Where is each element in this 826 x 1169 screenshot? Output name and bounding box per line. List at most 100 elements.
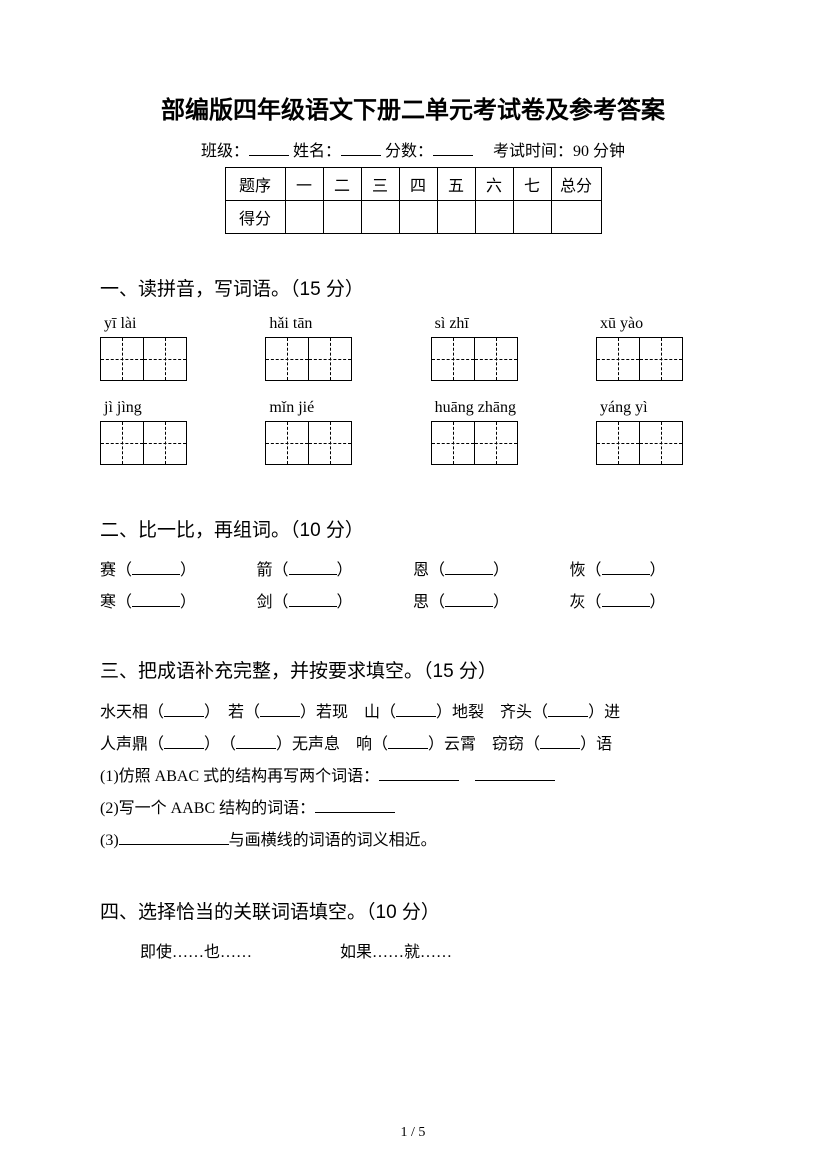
meta-line: 班级： 姓名： 分数： 考试时间：90 分钟 <box>100 137 726 161</box>
th-1: 一 <box>285 168 323 201</box>
q3-sub-text: (1)仿照 ABAC 式的结构再写两个词语： <box>100 768 379 785</box>
q3-blank[interactable] <box>379 769 459 781</box>
q2-blank[interactable] <box>445 563 493 575</box>
q3-text: 水天相（ <box>100 704 164 721</box>
char-box[interactable] <box>596 421 726 465</box>
score-cell-4[interactable] <box>399 201 437 234</box>
q2-char: 箭 <box>257 562 273 579</box>
q3-text: ）地裂 齐头（ <box>436 704 548 721</box>
q2-char: 赛 <box>100 562 116 579</box>
score-cell-5[interactable] <box>437 201 475 234</box>
q3-sub-2: (2)写一个 AABC 结构的词语： <box>100 793 726 825</box>
q2-blank[interactable] <box>445 595 493 607</box>
pinyin-row-1: yī lài hǎi tān sì zhī xū yào <box>100 315 726 381</box>
q2-item: 剑（） <box>257 588 414 612</box>
q2-item: 寒（） <box>100 588 257 612</box>
pinyin-label: xū yào <box>596 315 726 333</box>
score-cell-1[interactable] <box>285 201 323 234</box>
q3-blank[interactable] <box>396 705 436 717</box>
exam-page: 部编版四年级语文下册二单元考试卷及参考答案 班级： 姓名： 分数： 考试时间：9… <box>0 0 826 1169</box>
q3-blank[interactable] <box>119 833 229 845</box>
q2-char: 灰 <box>570 594 586 611</box>
pinyin-item: yáng yì <box>596 399 726 465</box>
th-2: 二 <box>323 168 361 201</box>
q2-char: 恩 <box>413 562 429 579</box>
score-label: 分数： <box>385 143 433 160</box>
section-4-title: 四、选择恰当的关联词语填空。（10 分） <box>100 897 726 924</box>
th-6: 六 <box>475 168 513 201</box>
q3-text: ）进 <box>588 704 620 721</box>
q3-text: ）语 <box>580 736 612 753</box>
q2-grid: 赛（） 箭（） 恩（） 恢（） 寒（） 剑（） 思（） 灰（） <box>100 556 726 612</box>
char-box[interactable] <box>431 421 561 465</box>
q3-sub-text: (3) <box>100 832 119 849</box>
q2-char: 恢 <box>570 562 586 579</box>
pinyin-label: yī lài <box>100 315 230 333</box>
q3-line-1: 水天相（） 若（）若现 山（）地裂 齐头（）进 <box>100 697 726 729</box>
q3-sub-text: 与画横线的词语的词义相近。 <box>229 832 437 849</box>
score-cell-3[interactable] <box>361 201 399 234</box>
q2-item: 恢（） <box>570 556 727 580</box>
q2-blank[interactable] <box>602 563 650 575</box>
page-number: 1 / 5 <box>0 1125 826 1141</box>
section-1-title: 一、读拼音，写词语。（15 分） <box>100 274 726 301</box>
pinyin-item: xū yào <box>596 315 726 381</box>
th-seq: 题序 <box>225 168 285 201</box>
section-3-title: 三、把成语补充完整，并按要求填空。（15 分） <box>100 656 726 683</box>
q2-blank[interactable] <box>602 595 650 607</box>
q3-text: ）无声息 响（ <box>276 736 388 753</box>
name-blank[interactable] <box>341 142 381 156</box>
th-5: 五 <box>437 168 475 201</box>
q2-item: 赛（） <box>100 556 257 580</box>
q3-blank[interactable] <box>475 769 555 781</box>
q2-item: 箭（） <box>257 556 414 580</box>
q2-blank[interactable] <box>289 563 337 575</box>
q2-item: 恩（） <box>413 556 570 580</box>
class-label: 班级： <box>201 143 249 160</box>
q2-blank[interactable] <box>289 595 337 607</box>
q3-blank[interactable] <box>260 705 300 717</box>
score-header-row: 题序 一 二 三 四 五 六 七 总分 <box>225 168 601 201</box>
pinyin-label: hǎi tān <box>265 315 395 333</box>
pinyin-label: yáng yì <box>596 399 726 417</box>
score-cell-total[interactable] <box>551 201 601 234</box>
q3-blank[interactable] <box>164 705 204 717</box>
q2-blank[interactable] <box>132 563 180 575</box>
q3-text: 人声鼎（ <box>100 736 164 753</box>
q2-char: 思 <box>413 594 429 611</box>
q4-options: 即使……也…… 如果……就…… <box>100 938 726 962</box>
time-label: 考试时间：90 分钟 <box>493 143 625 160</box>
pinyin-item: yī lài <box>100 315 230 381</box>
q4-opt-2: 如果……就…… <box>340 944 452 961</box>
q3-blank[interactable] <box>164 737 204 749</box>
score-cell-7[interactable] <box>513 201 551 234</box>
score-cell-6[interactable] <box>475 201 513 234</box>
q2-blank[interactable] <box>132 595 180 607</box>
q3-text: ）若现 山（ <box>300 704 396 721</box>
q3-blank[interactable] <box>548 705 588 717</box>
char-box[interactable] <box>100 337 230 381</box>
th-total: 总分 <box>551 168 601 201</box>
class-blank[interactable] <box>249 142 289 156</box>
q2-char: 寒 <box>100 594 116 611</box>
char-box[interactable] <box>596 337 726 381</box>
pinyin-item: jì jìng <box>100 399 230 465</box>
char-box[interactable] <box>431 337 561 381</box>
th-7: 七 <box>513 168 551 201</box>
score-table: 题序 一 二 三 四 五 六 七 总分 得分 <box>225 167 602 234</box>
char-box[interactable] <box>100 421 230 465</box>
char-box[interactable] <box>265 421 395 465</box>
q3-blank[interactable] <box>540 737 580 749</box>
q2-item: 思（） <box>413 588 570 612</box>
q3-sub-1: (1)仿照 ABAC 式的结构再写两个词语： <box>100 761 726 793</box>
score-blank[interactable] <box>433 142 473 156</box>
score-cell-2[interactable] <box>323 201 361 234</box>
q3-blank[interactable] <box>388 737 428 749</box>
q3-text: ） （ <box>204 736 236 753</box>
q3-blank[interactable] <box>315 801 395 813</box>
q3-blank[interactable] <box>236 737 276 749</box>
name-label: 姓名： <box>293 143 341 160</box>
q3-sub-text: (2)写一个 AABC 结构的词语： <box>100 800 315 817</box>
char-box[interactable] <box>265 337 395 381</box>
pinyin-item: hǎi tān <box>265 315 395 381</box>
